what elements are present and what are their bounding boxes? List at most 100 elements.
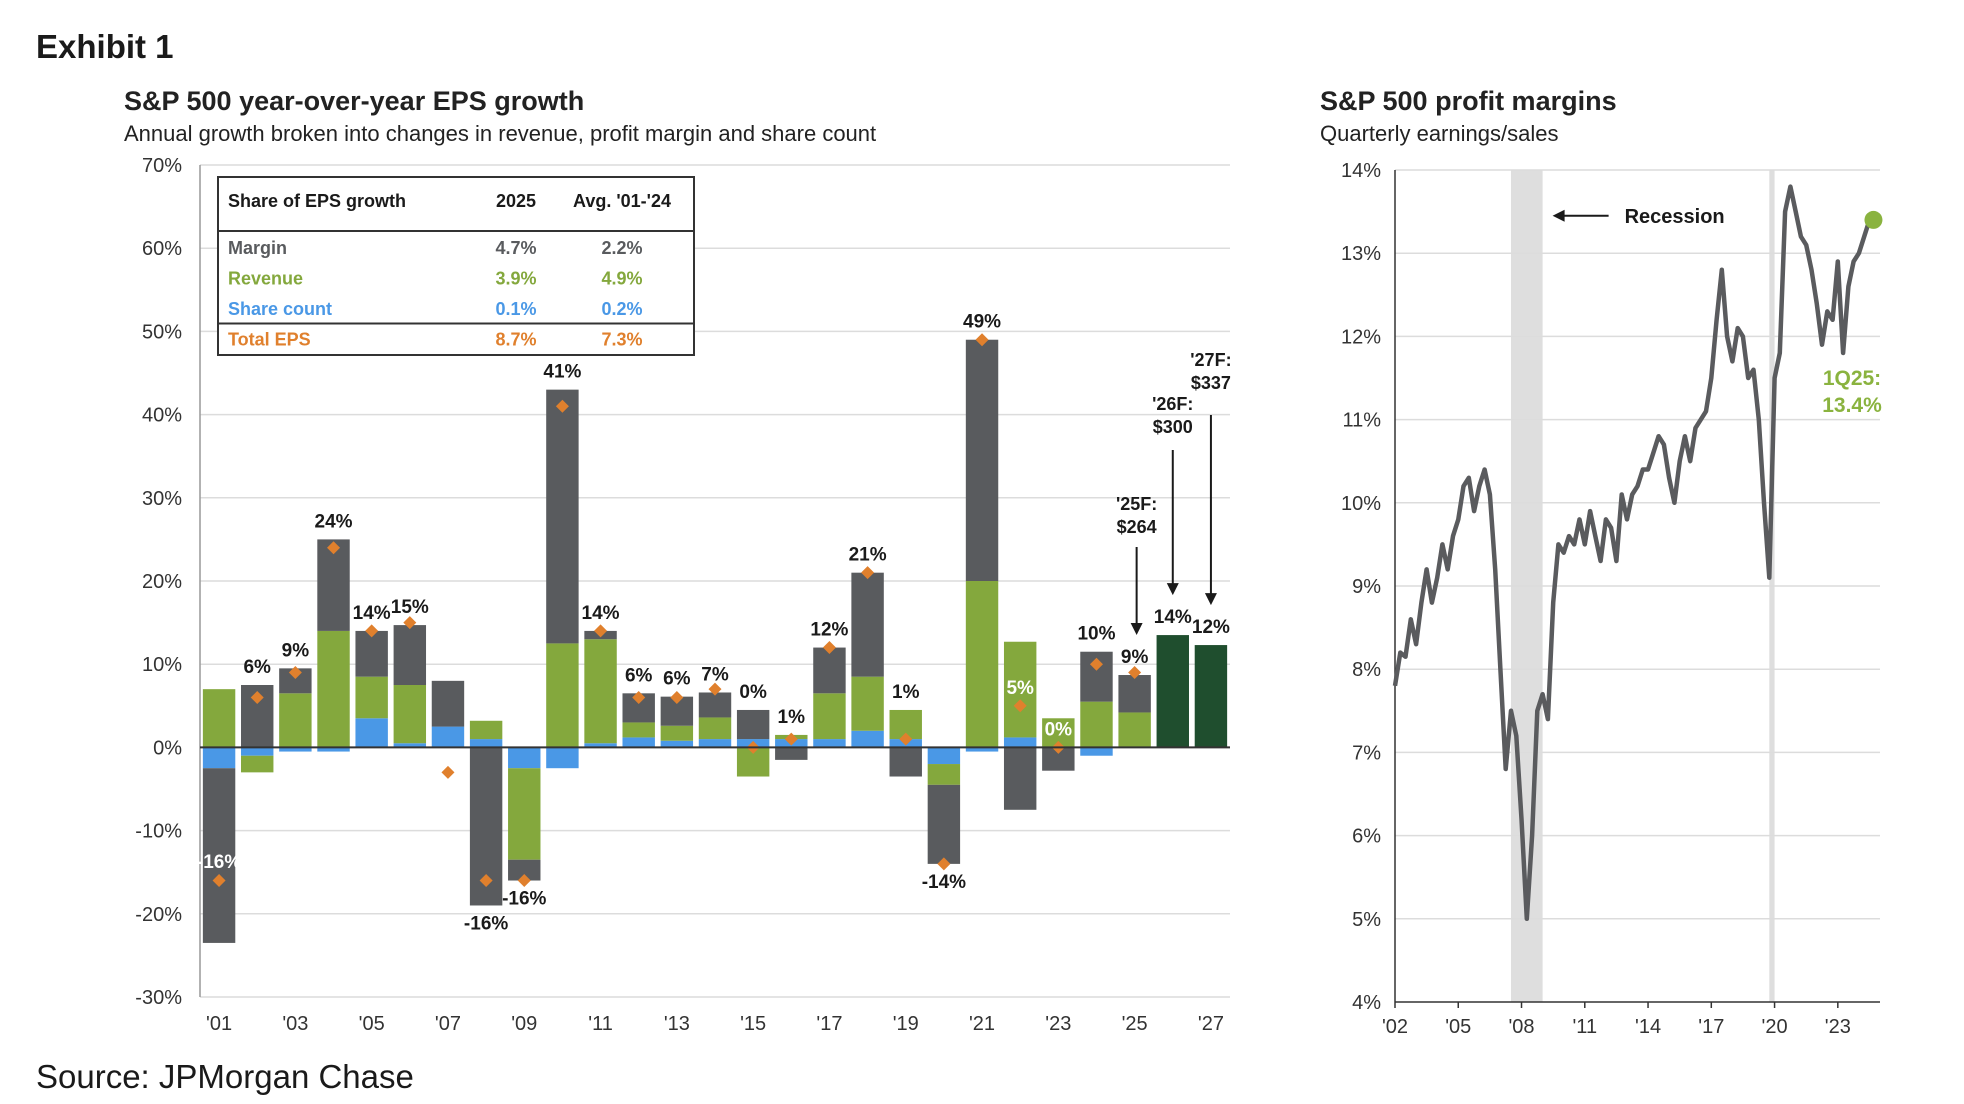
share-count-bar (965, 747, 999, 752)
x-tick-label: '09 (511, 1013, 537, 1035)
revenue-bar (279, 693, 312, 748)
y-tick-label: 4% (1352, 992, 1381, 1014)
margin-bar (355, 630, 388, 677)
total-eps-marker (479, 874, 493, 888)
arrow-down-icon (1166, 583, 1179, 596)
exhibit-label: Exhibit 1 (36, 28, 174, 65)
arrow-left-icon (1552, 209, 1565, 222)
y-tick-label: 12% (1341, 326, 1381, 348)
x-tick-label: '05 (1445, 1016, 1471, 1038)
forecast-bar (1156, 635, 1189, 748)
total-eps-marker (670, 690, 684, 704)
data-label: -16% (197, 852, 241, 873)
y-tick-label: 50% (142, 321, 182, 343)
data-label: 0% (1045, 719, 1073, 740)
y-tick-label: 6% (1352, 826, 1381, 848)
x-tick-label: '21 (969, 1013, 995, 1035)
table-cell-2025: 3.9% (495, 269, 536, 289)
share-count-bar (317, 747, 350, 752)
margin-bar (889, 747, 922, 777)
y-tick-label: 13% (1341, 243, 1381, 265)
revenue-bar (202, 689, 236, 748)
share-count-bar (660, 740, 694, 748)
margin-bar (1118, 675, 1151, 713)
margin-bar (546, 389, 579, 644)
y-tick-label: 0% (153, 737, 182, 759)
revenue-bar (508, 768, 541, 860)
data-label: 14% (1154, 607, 1192, 628)
x-tick-label: '17 (1698, 1016, 1724, 1038)
y-tick-label: 20% (142, 571, 182, 593)
x-tick-label: '01 (206, 1013, 232, 1035)
share-count-bar (355, 718, 388, 748)
recession-label: Recession (1625, 206, 1725, 228)
share-count-bar (469, 739, 503, 748)
total-eps-marker (288, 666, 302, 680)
revenue-bar (965, 581, 999, 748)
data-label: 5% (1006, 678, 1034, 699)
share-count-bar (279, 747, 312, 752)
share-count-bar (698, 739, 732, 748)
x-tick-label: '19 (893, 1013, 919, 1035)
revenue-bar (698, 717, 732, 740)
margin-bar (508, 859, 541, 881)
data-label: -16% (502, 889, 546, 910)
x-tick-label: '03 (282, 1013, 308, 1035)
y-tick-label: 10% (142, 654, 182, 676)
total-eps-marker (365, 624, 379, 638)
margin-bar (1003, 747, 1037, 810)
data-label: 14% (353, 603, 391, 624)
data-label: -14% (922, 872, 966, 893)
total-eps-marker (212, 874, 226, 888)
total-eps-marker (708, 682, 722, 696)
y-tick-label: 60% (142, 238, 182, 260)
table-cell-avg: 4.9% (601, 269, 642, 289)
data-label: -3% (431, 785, 465, 806)
data-label: 1% (778, 707, 806, 728)
data-label: 7% (701, 664, 729, 685)
revenue-bar (1118, 712, 1151, 748)
margin-bar (736, 709, 770, 740)
table-cell-avg: 7.3% (601, 330, 642, 350)
data-label: 21% (849, 545, 887, 566)
margin-bar (1042, 747, 1075, 771)
data-label: 9% (1121, 647, 1149, 668)
revenue-bar (469, 720, 503, 740)
forecast-annotation-label: '27F: (1190, 350, 1231, 370)
share-count-bar (546, 747, 579, 769)
table-cell-2025: 0.1% (495, 299, 536, 319)
forecast-annotation-value: $337 (1191, 373, 1231, 393)
eps-share-table (217, 176, 695, 356)
x-tick-label: '23 (1825, 1016, 1851, 1038)
margin-bar (775, 747, 808, 760)
x-tick-label: '05 (359, 1013, 385, 1035)
revenue-bar (813, 693, 846, 740)
data-label: 10% (1077, 624, 1115, 645)
y-tick-label: 14% (1341, 160, 1381, 182)
data-label: 6% (663, 669, 691, 690)
forecast-annotation-value: $264 (1117, 517, 1157, 537)
latest-value-number: 13.4% (1822, 394, 1882, 417)
x-tick-label: '02 (1382, 1016, 1408, 1038)
total-eps-marker (822, 641, 836, 655)
revenue-bar (622, 722, 655, 738)
eps-chart-title: S&P 500 year-over-year EPS growth (124, 86, 585, 116)
revenue-bar (317, 630, 350, 748)
margin-chart-subtitle: Quarterly earnings/sales (1320, 121, 1559, 146)
table-cell-avg: 2.2% (601, 238, 642, 258)
total-eps-marker (441, 765, 455, 779)
revenue-bar (393, 685, 427, 744)
table-header: 2025 (496, 191, 536, 211)
margin-bar (317, 539, 350, 631)
table-cell-avg: 0.2% (601, 299, 642, 319)
total-eps-marker (632, 690, 646, 704)
revenue-bar (927, 764, 961, 785)
x-tick-label: '15 (740, 1013, 766, 1035)
table-row-label: Total EPS (228, 330, 311, 350)
total-eps-marker (861, 566, 875, 580)
y-tick-label: -30% (135, 987, 182, 1009)
x-tick-label: '23 (1045, 1013, 1071, 1035)
total-eps-marker (594, 624, 608, 638)
revenue-bar (1080, 701, 1113, 748)
